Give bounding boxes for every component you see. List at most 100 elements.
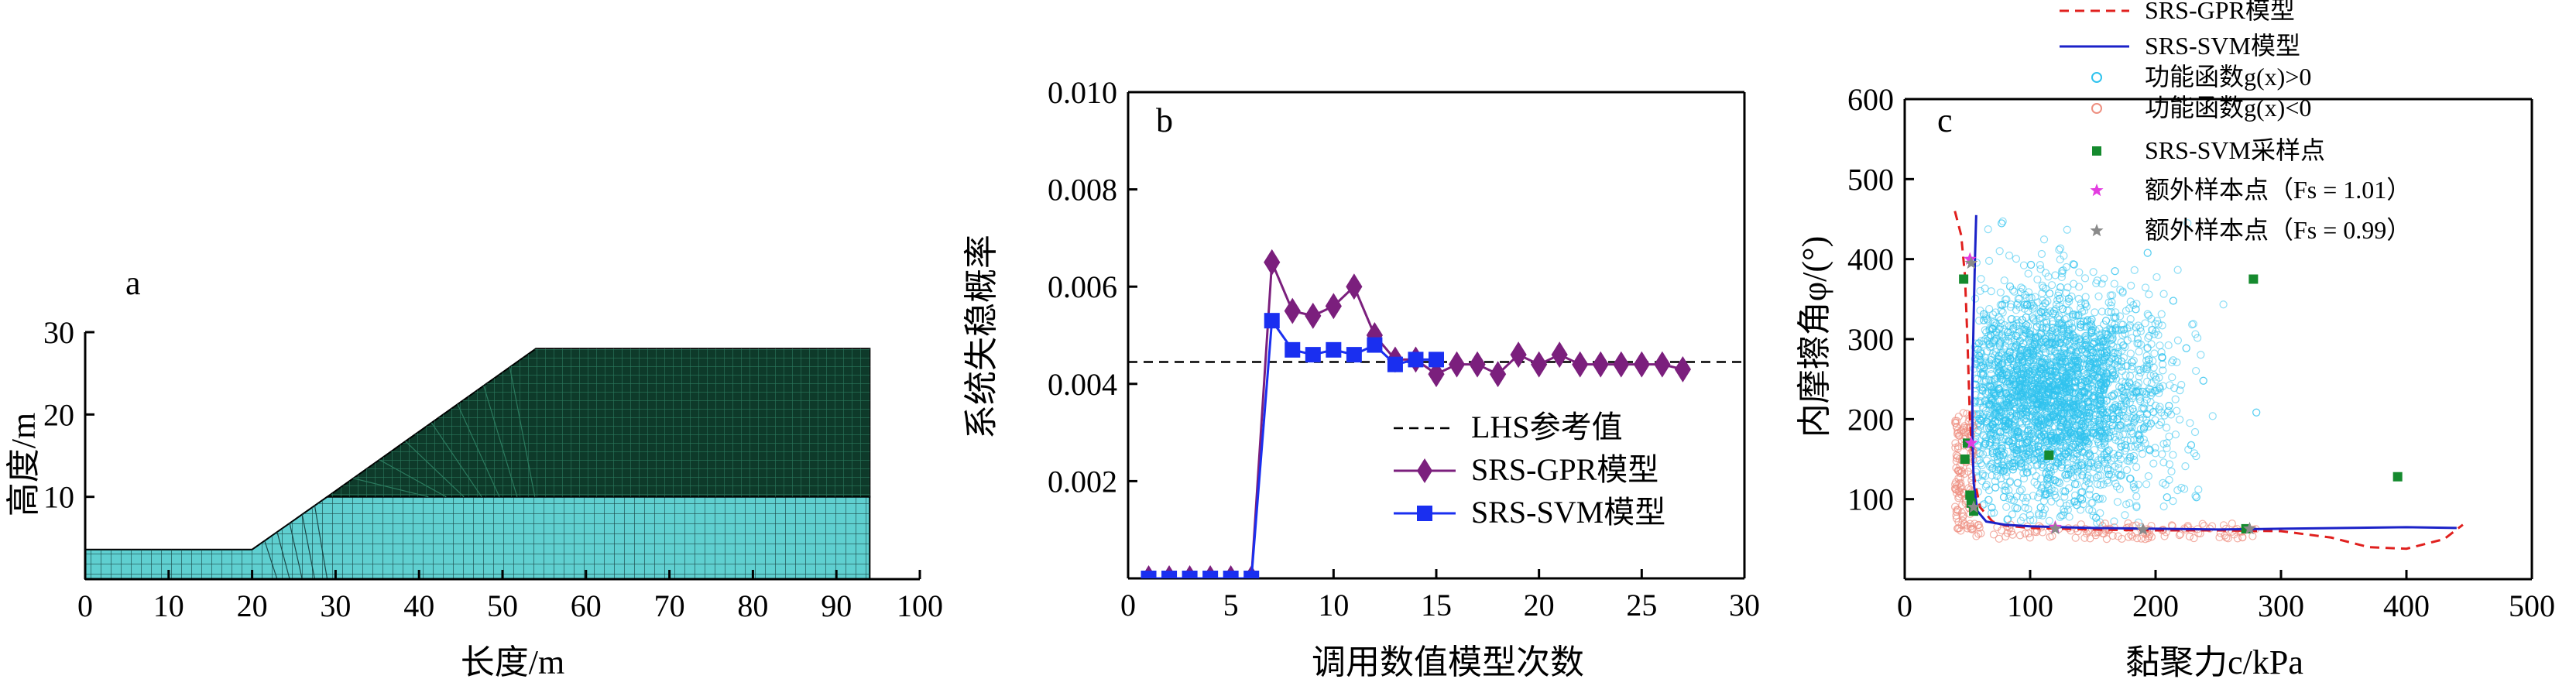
positive-point bbox=[2078, 471, 2087, 480]
positive-point bbox=[1999, 492, 2008, 502]
mesh-regions bbox=[84, 348, 871, 580]
positive-point bbox=[2154, 320, 2163, 328]
positive-point bbox=[2141, 283, 2150, 292]
positive-point bbox=[2122, 465, 2132, 475]
positive-point bbox=[2022, 438, 2031, 447]
positive-point bbox=[1999, 461, 2008, 470]
mesh-accent-line bbox=[379, 459, 447, 498]
y-tick-label: 0.006 bbox=[1048, 269, 1117, 304]
negative-point bbox=[2137, 534, 2146, 543]
positive-point bbox=[2093, 435, 2101, 444]
positive-point bbox=[1982, 314, 1991, 323]
positive-point bbox=[1985, 400, 1994, 409]
positive-point bbox=[1979, 337, 1988, 346]
negative-point bbox=[2100, 530, 2108, 538]
positive-point bbox=[2021, 290, 2029, 299]
positive-point bbox=[1979, 441, 1988, 450]
positive-point bbox=[1998, 460, 2006, 468]
gpr-point bbox=[1613, 351, 1630, 378]
positive-point bbox=[2158, 353, 2166, 362]
svm-point bbox=[1182, 571, 1198, 578]
positive-point bbox=[2132, 300, 2141, 308]
positive-point bbox=[2094, 406, 2102, 414]
positive-point bbox=[2025, 358, 2033, 366]
positive-point bbox=[2010, 399, 2019, 407]
positive-point bbox=[2155, 384, 2163, 393]
negative-point bbox=[1974, 520, 1983, 530]
x-tick-label: 30 bbox=[1729, 588, 1760, 623]
positive-point bbox=[2076, 444, 2084, 452]
positive-point bbox=[2034, 430, 2043, 438]
positive-point bbox=[2118, 288, 2127, 297]
y-tick-label: 20 bbox=[43, 397, 74, 432]
mesh-accent-line bbox=[509, 367, 536, 497]
positive-point bbox=[2053, 296, 2062, 304]
gpr-point bbox=[1325, 293, 1342, 320]
positive-point bbox=[2145, 445, 2153, 454]
positive-point bbox=[2117, 442, 2125, 451]
positive-point bbox=[2017, 382, 2025, 392]
positive-point bbox=[2033, 374, 2042, 383]
positive-point bbox=[2016, 516, 2025, 525]
positive-point bbox=[2050, 491, 2060, 499]
positive-point bbox=[1977, 275, 1985, 283]
positive-point bbox=[2108, 412, 2118, 420]
positive-point bbox=[2176, 415, 2184, 424]
positive-point bbox=[2056, 422, 2065, 430]
positive-point bbox=[2012, 255, 2020, 263]
positive-point bbox=[2022, 389, 2031, 397]
negative-point bbox=[1971, 520, 1979, 528]
positive-point bbox=[2058, 353, 2067, 362]
positive-point bbox=[2050, 324, 2059, 334]
positive-point bbox=[2065, 400, 2073, 408]
legend-swatch-marker bbox=[2091, 72, 2102, 83]
positive-point bbox=[2163, 439, 2171, 448]
positive-point bbox=[2143, 362, 2152, 372]
positive-point bbox=[1988, 471, 1996, 480]
positive-point bbox=[2025, 370, 2034, 379]
positive-point bbox=[2078, 460, 2087, 468]
negative-point bbox=[2215, 533, 2224, 542]
positive-point bbox=[2087, 403, 2096, 412]
positive-point bbox=[2182, 344, 2190, 352]
positive-point bbox=[2063, 314, 2071, 323]
positive-point bbox=[2078, 401, 2087, 410]
positive-point bbox=[2085, 490, 2094, 499]
positive-point bbox=[1974, 339, 1983, 348]
positive-point bbox=[2009, 321, 2018, 329]
positive-point bbox=[2034, 419, 2043, 427]
positive-point bbox=[2092, 430, 2101, 440]
positive-point bbox=[2190, 449, 2199, 458]
positive-point bbox=[1985, 326, 1994, 334]
negative-point bbox=[2015, 531, 2025, 540]
positive-point bbox=[2028, 388, 2036, 397]
positive-point bbox=[2165, 402, 2173, 410]
positive-point bbox=[2055, 312, 2063, 321]
positive-point bbox=[2103, 331, 2111, 339]
positive-point bbox=[2063, 225, 2071, 234]
legend-label: SRS-GPR模型 bbox=[2145, 0, 2295, 24]
positive-point bbox=[2011, 344, 2019, 352]
positive-point bbox=[2096, 481, 2104, 489]
positive-point bbox=[2146, 446, 2154, 454]
positive-point bbox=[2165, 432, 2173, 441]
positive-point bbox=[2145, 384, 2153, 393]
positive-point bbox=[2027, 405, 2036, 413]
positive-point bbox=[2144, 334, 2152, 342]
x-tick-label: 60 bbox=[571, 588, 602, 623]
negative-point bbox=[1967, 480, 1977, 489]
positive-point bbox=[2004, 332, 2012, 341]
positive-point bbox=[2011, 415, 2019, 424]
positive-point bbox=[2163, 444, 2171, 453]
positive-point bbox=[2026, 516, 2035, 524]
positive-point bbox=[1979, 340, 1988, 348]
positive-point bbox=[2073, 472, 2081, 481]
positive-point bbox=[1981, 326, 1989, 334]
positive-point bbox=[2094, 338, 2104, 347]
positive-point bbox=[2065, 297, 2073, 306]
gpr-point bbox=[1654, 351, 1671, 378]
positive-point bbox=[2039, 318, 2049, 328]
positive-point bbox=[2012, 412, 2021, 420]
positive-point bbox=[2036, 307, 2046, 316]
